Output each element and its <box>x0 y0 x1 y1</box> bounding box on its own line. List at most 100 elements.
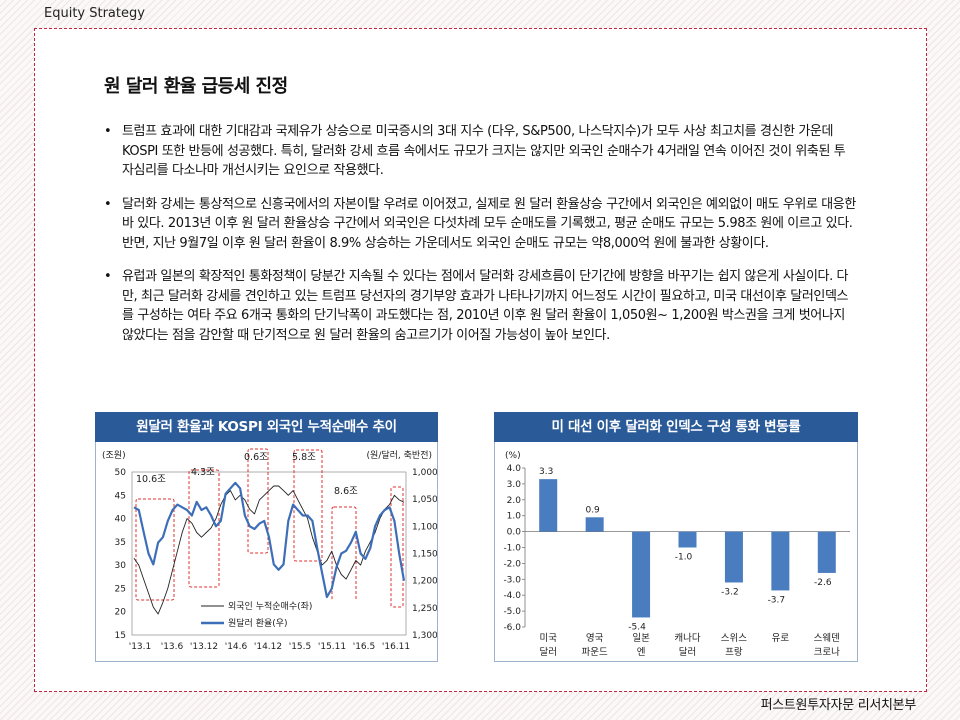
bar-chart-panel: 미 대선 이후 달러화 인덱스 구성 통화 변동률 (%) 4.0 3.0 2.0 1.… <box>494 412 858 662</box>
bar-value-label: -1.0 <box>675 553 693 563</box>
y-tick-label: 0.0 <box>507 528 522 538</box>
y-tick-label-right: 1,100 <box>412 522 437 532</box>
annotation-label: 0.6조 <box>244 452 268 463</box>
category-label: 달러 <box>679 646 696 658</box>
y-tick-label-left: 35 <box>115 538 126 548</box>
header-label: Equity Strategy <box>44 6 145 21</box>
bar <box>817 531 836 573</box>
bullet-icon: • <box>104 124 112 139</box>
bullet-icon: • <box>104 196 112 212</box>
y-tick-label: -2.0 <box>503 559 521 569</box>
category-label: 스웨덴 <box>814 632 840 644</box>
y-tick-label: 3.0 <box>507 480 522 490</box>
highlight-box <box>331 506 357 615</box>
x-tick-label: '16.11 <box>382 642 410 652</box>
y-tick-label-left: 50 <box>115 468 127 478</box>
annotation-label: 8.6조 <box>334 486 358 497</box>
line-chart-title: 원달러 환율과 KOSPI 외국인 누적순매수 추이 <box>95 412 438 442</box>
bullet-text: 달러화 강세는 통상적으로 신흥국에서의 자본이탈 우려로 이어졌고, 실제로 … <box>122 196 856 251</box>
y-tick-label: 4.0 <box>507 464 522 474</box>
y-tick-label: -1.0 <box>503 544 521 554</box>
bar <box>632 531 651 618</box>
plot-area <box>131 471 407 636</box>
y-tick-label: 2.0 <box>507 496 522 506</box>
category-label: 일본 <box>632 633 650 644</box>
annotation-label: 5.8조 <box>292 452 316 463</box>
bar-value-label: -5.4 <box>628 622 646 632</box>
y-tick-label-right: 1,050 <box>412 495 437 505</box>
bar-value-label: -2.6 <box>814 578 832 588</box>
y-tick-label-right: 1,150 <box>412 550 437 560</box>
x-tick-label: '13.12 <box>190 642 218 652</box>
bullet-icon: • <box>104 269 112 284</box>
annotation-label: 10.6조 <box>136 474 166 485</box>
series-line-fx <box>133 481 406 599</box>
highlight-box <box>135 498 175 601</box>
y-tick-label-left: 15 <box>115 631 126 641</box>
y-tick-label-right: 1,000 <box>412 468 437 478</box>
bar-chart: (%) 4.0 3.0 2.0 1.0 0.0 -1.0 -2.0 -3.0 -4.0 -5.0 -6… <box>503 451 850 658</box>
legend-box <box>196 600 376 632</box>
y-tick-label-right: 1,300 <box>412 631 437 641</box>
highlight-box <box>390 486 404 608</box>
bullet-item: • 유럽과 일본의 확장적인 통화정책이 당분간 지속될 수 있다는 점에서 달러… <box>104 267 856 345</box>
bar <box>771 531 790 591</box>
y-tick-label-right: 1,200 <box>412 577 437 587</box>
bar-value-label: -3.7 <box>768 595 786 605</box>
line-chart-body: (조원) (원/달러, 축반전) 50 45 40 35 30 25 20 15 1,000 1,05… <box>95 442 438 662</box>
right-axis-label: (원/달러, 축반전) <box>367 449 432 461</box>
bar <box>539 479 558 532</box>
left-axis-label: (조원) <box>102 450 126 461</box>
x-tick-label: '15.5 <box>289 642 312 652</box>
bar <box>724 531 743 583</box>
bar-value-label: -3.2 <box>721 587 739 597</box>
series-line-net-buy <box>133 485 405 615</box>
highlight-box <box>188 469 220 588</box>
bullet-item: • 트럼프 효과에 대한 기대감과 국제유가 상승으로 미국증시의 3대 지수 (… <box>104 122 856 181</box>
footer-label: 퍼스트원투자자문 리서치본부 <box>760 698 917 713</box>
category-label: 영국 <box>586 633 604 644</box>
category-label: 달러 <box>539 646 556 658</box>
y-tick-label-left: 20 <box>115 608 127 618</box>
category-label: 캐나다 <box>674 633 700 644</box>
highlight-box <box>293 449 323 562</box>
y-tick-label-right: 1,250 <box>412 604 437 614</box>
y-tick-label: 1.0 <box>507 512 522 522</box>
x-tick-label: '15.11 <box>318 642 346 652</box>
y-tick-label-left: 40 <box>115 515 127 525</box>
x-tick-label: '16.5 <box>353 642 376 652</box>
highlight-box <box>247 448 269 554</box>
section-title: 원 달러 환율 급등세 진정 <box>104 76 288 97</box>
bar <box>678 531 697 548</box>
category-label: 파운드 <box>582 647 608 658</box>
legend-label: 외국인 누적순매수(좌) <box>228 600 312 612</box>
category-label: 스위스 <box>721 632 747 644</box>
bar-chart-body: (%) 4.0 3.0 2.0 1.0 0.0 -1.0 -2.0 -3.0 -4.0 -5.0 -6… <box>494 442 858 662</box>
y-tick-label: -5.0 <box>503 607 521 617</box>
y-tick-label: -6.0 <box>503 623 521 633</box>
bar-chart-title: 미 대선 이후 달러화 인덱스 구성 통화 변동률 <box>494 412 858 442</box>
bullet-text: 트럼프 효과에 대한 기대감과 국제유가 상승으로 미국증시의 3대 지수 (다… <box>122 124 846 178</box>
x-tick-label: '13.6 <box>161 642 184 652</box>
bar <box>585 517 604 532</box>
bullet-text: 유럽과 일본의 확장적인 통화정책이 당분간 지속될 수 있다는 점에서 달러화… <box>122 269 849 343</box>
annotation-label: 4.3조 <box>191 467 215 478</box>
category-label: 크로나 <box>814 647 840 658</box>
category-label: 유로 <box>772 633 790 644</box>
bar-value-label: 0.9 <box>585 505 600 515</box>
bullet-list: • 트럼프 효과에 대한 기대감과 국제유가 상승으로 미국증시의 3대 지수 (… <box>104 122 856 359</box>
y-tick-label: -4.0 <box>503 591 521 601</box>
bar-value-label: 3.3 <box>539 467 553 477</box>
unit-label: (%) <box>505 451 521 461</box>
y-tick-label-left: 45 <box>115 491 126 501</box>
bullet-item: • 달러화 강세는 통상적으로 신흥국에서의 자본이탈 우려로 이어졌고, 실제로… <box>104 195 856 254</box>
y-tick-label-left: 30 <box>115 561 127 571</box>
category-label: 엔 <box>637 647 646 658</box>
legend-label: 원달러 환율(우) <box>228 617 288 629</box>
y-tick-label: -3.0 <box>503 575 521 585</box>
category-label: 프랑 <box>725 646 743 658</box>
x-tick-label: '13.1 <box>129 642 152 652</box>
x-tick-label: '14.12 <box>254 642 282 652</box>
y-tick-label-left: 25 <box>115 584 126 594</box>
line-chart: (조원) (원/달러, 축반전) 50 45 40 35 30 25 20 15 1,000 1,05… <box>102 448 438 652</box>
